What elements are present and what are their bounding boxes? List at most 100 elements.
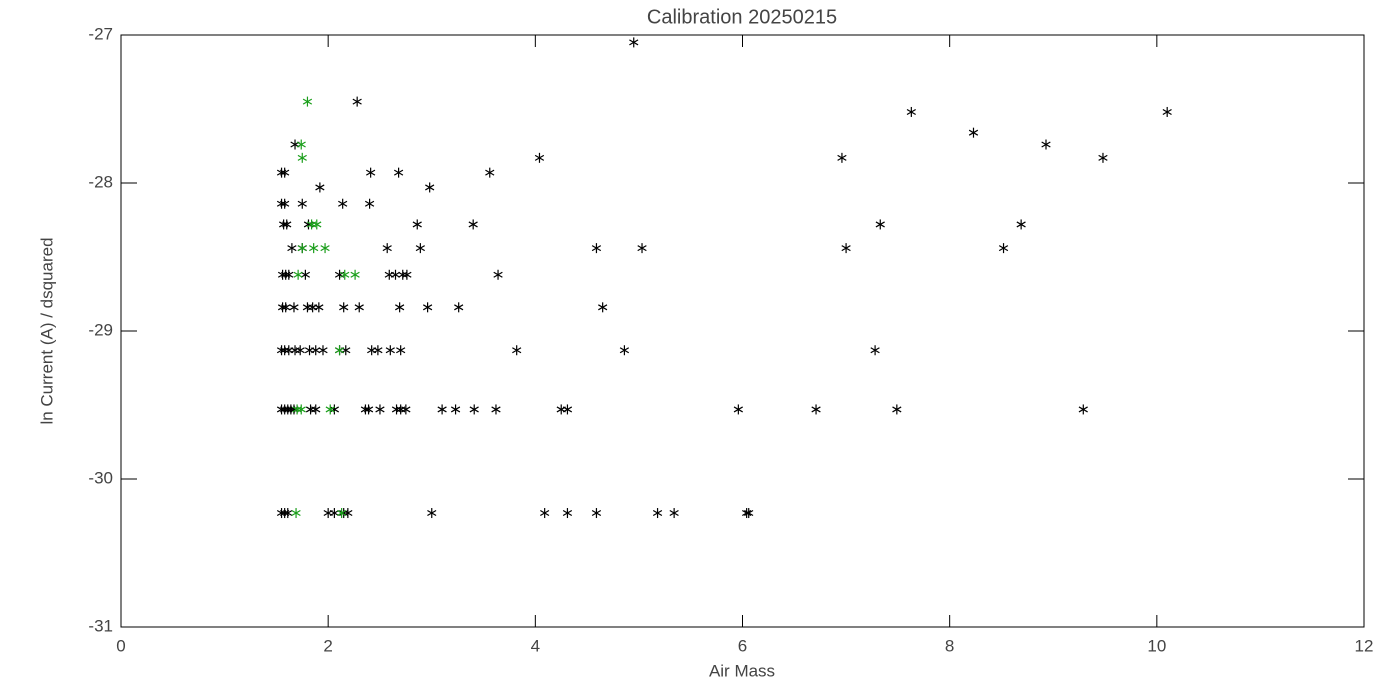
point bbox=[493, 269, 503, 280]
point bbox=[339, 302, 349, 313]
point-stroke bbox=[391, 406, 402, 413]
point-stroke bbox=[493, 271, 503, 278]
point bbox=[297, 243, 307, 254]
point-stroke bbox=[437, 406, 447, 413]
point-stroke bbox=[311, 347, 321, 354]
point-stroke bbox=[334, 347, 345, 354]
point bbox=[742, 508, 752, 519]
point bbox=[1098, 152, 1108, 163]
point bbox=[598, 302, 608, 313]
point-stroke bbox=[338, 200, 348, 207]
point bbox=[427, 508, 437, 519]
point bbox=[491, 404, 501, 415]
point-stroke bbox=[619, 347, 630, 354]
point bbox=[367, 345, 377, 356]
point-stroke bbox=[320, 245, 330, 252]
point bbox=[287, 243, 297, 254]
point-stroke bbox=[837, 154, 847, 161]
point bbox=[468, 219, 478, 230]
y-tick-label: -28 bbox=[88, 172, 113, 191]
point-stroke bbox=[562, 510, 573, 517]
point bbox=[296, 404, 306, 415]
x-tick-label: 0 bbox=[116, 636, 125, 655]
x-tick-label: 6 bbox=[738, 636, 747, 655]
point bbox=[591, 243, 602, 254]
point-stroke bbox=[297, 154, 307, 161]
point bbox=[870, 345, 880, 356]
x-tick-label: 8 bbox=[945, 636, 954, 655]
point-stroke bbox=[300, 271, 311, 278]
point bbox=[296, 139, 306, 150]
point bbox=[540, 508, 550, 519]
point-stroke bbox=[906, 108, 916, 115]
point bbox=[1078, 404, 1088, 415]
point bbox=[395, 302, 405, 313]
point bbox=[384, 269, 394, 280]
point bbox=[629, 37, 639, 48]
point bbox=[297, 198, 307, 209]
point-stroke bbox=[892, 406, 902, 413]
point-stroke bbox=[352, 98, 362, 105]
point bbox=[334, 345, 345, 356]
point bbox=[375, 404, 385, 415]
point-stroke bbox=[329, 510, 340, 517]
point-stroke bbox=[468, 221, 478, 228]
point bbox=[320, 243, 330, 254]
point bbox=[534, 152, 545, 163]
point-stroke bbox=[312, 221, 322, 228]
point-stroke bbox=[287, 245, 297, 252]
point bbox=[906, 106, 916, 117]
point bbox=[1162, 106, 1172, 117]
point bbox=[311, 345, 321, 356]
point bbox=[373, 345, 383, 356]
point-stroke bbox=[1016, 221, 1026, 228]
point bbox=[412, 219, 422, 230]
point-stroke bbox=[375, 406, 385, 413]
y-tick-label: -30 bbox=[88, 468, 113, 487]
point bbox=[811, 404, 821, 415]
point bbox=[282, 219, 292, 230]
point-stroke bbox=[297, 245, 307, 252]
point bbox=[454, 302, 464, 313]
point-stroke bbox=[340, 271, 350, 278]
point-stroke bbox=[811, 406, 821, 413]
point bbox=[318, 345, 328, 356]
point-stroke bbox=[337, 510, 347, 517]
point bbox=[391, 404, 402, 415]
point bbox=[314, 302, 324, 313]
point-stroke bbox=[296, 406, 306, 413]
point-stroke bbox=[318, 347, 328, 354]
point-stroke bbox=[1078, 406, 1088, 413]
point-stroke bbox=[363, 406, 374, 413]
point-stroke bbox=[637, 245, 647, 252]
point bbox=[309, 243, 319, 254]
point-stroke bbox=[382, 245, 392, 252]
point-stroke bbox=[295, 347, 305, 354]
point bbox=[415, 243, 425, 254]
point-stroke bbox=[398, 271, 408, 278]
point bbox=[398, 269, 408, 280]
point bbox=[325, 404, 335, 415]
point-stroke bbox=[339, 510, 349, 517]
point-stroke bbox=[280, 200, 290, 207]
point-stroke bbox=[1041, 141, 1051, 148]
y-tick-label: -27 bbox=[88, 24, 113, 43]
point-stroke bbox=[284, 271, 294, 278]
point-stroke bbox=[1162, 108, 1172, 115]
point-stroke bbox=[425, 184, 435, 191]
point bbox=[329, 404, 340, 415]
point-stroke bbox=[309, 245, 319, 252]
point-stroke bbox=[591, 245, 602, 252]
point-stroke bbox=[373, 347, 383, 354]
point bbox=[280, 345, 290, 356]
point bbox=[892, 404, 902, 415]
point-stroke bbox=[314, 304, 324, 311]
point bbox=[733, 404, 743, 415]
point-stroke bbox=[350, 271, 360, 278]
point-stroke bbox=[454, 304, 464, 311]
point bbox=[290, 139, 300, 150]
point bbox=[401, 404, 411, 415]
point bbox=[292, 404, 302, 415]
point bbox=[281, 302, 291, 313]
